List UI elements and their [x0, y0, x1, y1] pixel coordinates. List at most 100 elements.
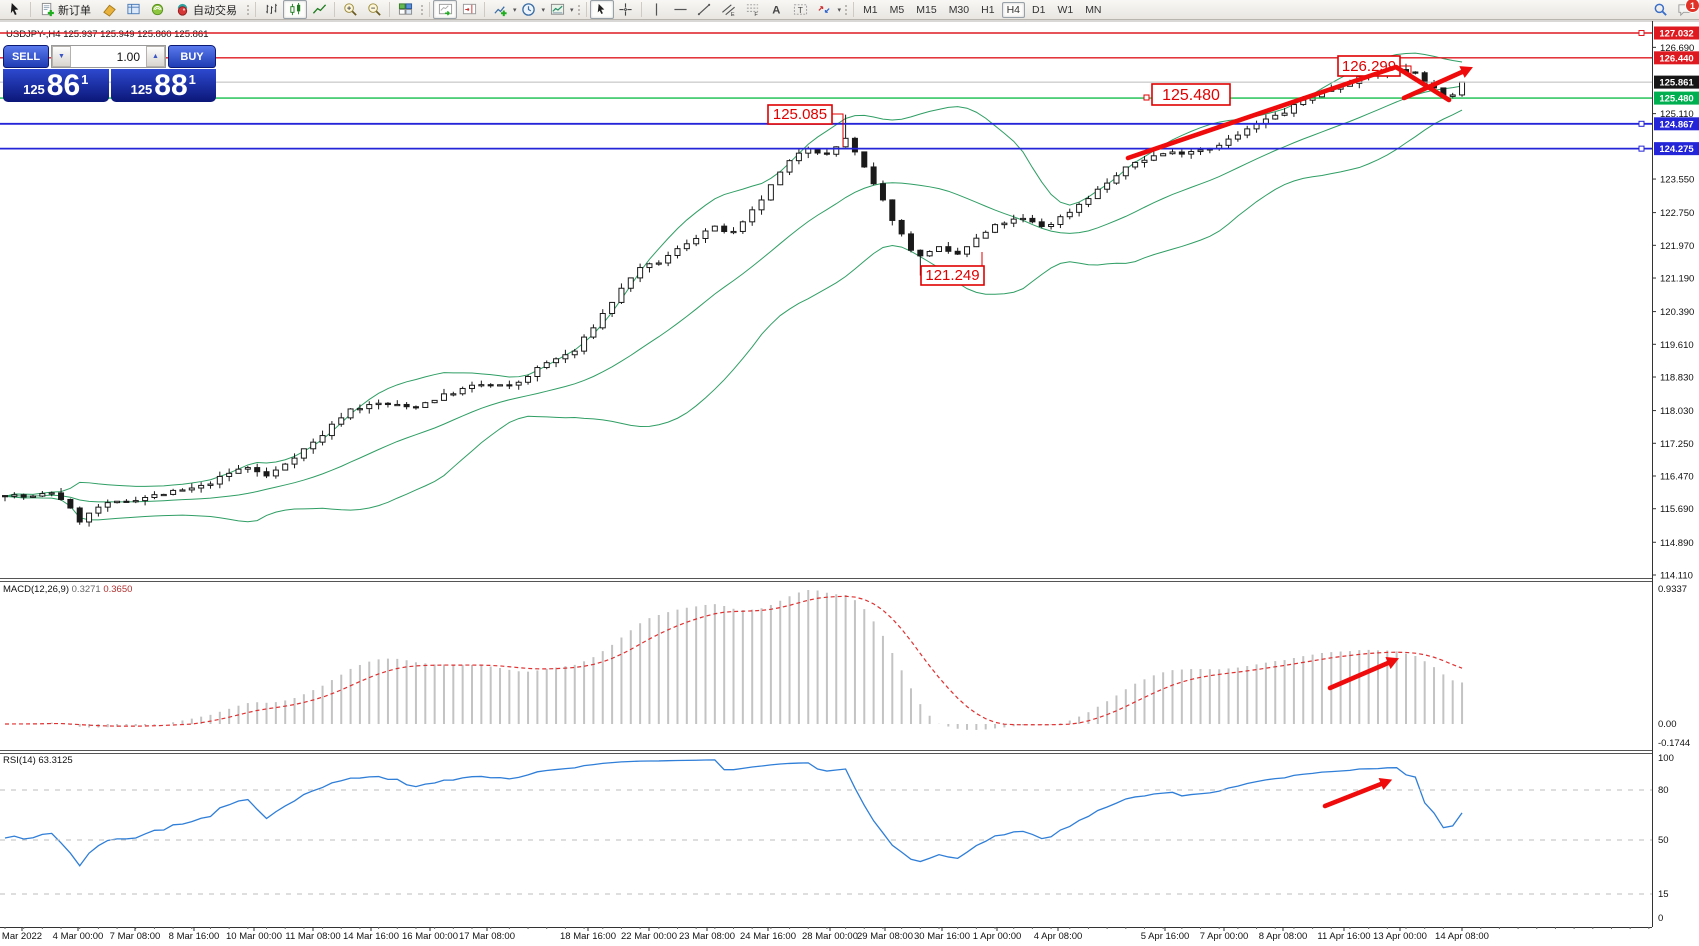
toolbar-separator [585, 2, 587, 17]
timeframe-m15-button[interactable]: M15 [916, 3, 937, 16]
price-axis[interactable]: 126.690 125.110 123.550 122.750 121.970 121.1… [1652, 26, 1699, 925]
crosshair-icon[interactable] [614, 0, 638, 19]
sell-button[interactable]: SELL [3, 45, 49, 68]
toolbar-drag-handle[interactable] [245, 2, 250, 17]
svg-text:118.030: 118.030 [1660, 406, 1694, 417]
tile-windows-icon[interactable] [393, 0, 417, 19]
cursor-icon[interactable] [589, 0, 614, 19]
volume-decrease-button[interactable]: ▼ [52, 46, 71, 67]
add-indicator-icon[interactable] [488, 0, 512, 19]
svg-text:114.890: 114.890 [1660, 538, 1694, 549]
svg-text:24 Mar 16:00: 24 Mar 16:00 [740, 931, 796, 942]
svg-text:Mar 2022: Mar 2022 [2, 931, 42, 942]
zoom-out-icon[interactable] [362, 0, 386, 19]
svg-text:80: 80 [1658, 785, 1669, 796]
horizontal-lines[interactable] [0, 30, 1652, 152]
svg-text:119.610: 119.610 [1660, 340, 1694, 351]
toolbar-drag-handle[interactable] [843, 2, 849, 17]
timeframe-m1-button[interactable]: M1 [863, 3, 878, 16]
toolbar-separator [484, 2, 485, 17]
svg-text:MACD(12,26,9) 0.3271 0.3650: MACD(12,26,9) 0.3271 0.3650 [3, 584, 132, 595]
svg-text:115.690: 115.690 [1660, 504, 1694, 515]
new-order-button[interactable]: 新订单 [34, 0, 97, 19]
templates-icon-dropdown[interactable]: ▾ [570, 6, 574, 14]
arrows-icon[interactable] [813, 0, 837, 19]
svg-text:30 Mar 16:00: 30 Mar 16:00 [914, 931, 970, 942]
search-icon[interactable] [1648, 0, 1672, 19]
toolbar-drag-handle[interactable] [419, 2, 424, 17]
timeframe-d1-button[interactable]: D1 [1032, 3, 1046, 16]
bollinger-bands [4, 52, 1463, 523]
toolbar-separator [389, 2, 390, 17]
buy-button[interactable]: BUY [168, 45, 216, 68]
chart-frame [0, 20, 1699, 928]
fibonacci-icon[interactable]: F [741, 0, 765, 19]
svg-text:120.390: 120.390 [1660, 307, 1694, 318]
chat-icon[interactable]: 1 [1672, 0, 1699, 19]
auto-scroll-icon[interactable] [433, 0, 457, 19]
timeframe-mn-button[interactable]: MN [1085, 3, 1102, 16]
svg-text:118.830: 118.830 [1660, 373, 1694, 384]
channel-icon[interactable]: E [717, 0, 741, 19]
time-axis[interactable]: Mar 2022 4 Mar 00:00 7 Mar 08:00 8 Mar 16:0… [2, 927, 1650, 942]
timeframe-h4-button[interactable]: H4 [1001, 1, 1025, 18]
buy-price-button[interactable]: 125 88 1 [110, 69, 216, 102]
volume-spinner: ▼ 1.00 ▲ [51, 45, 166, 68]
timeframe-w1-button[interactable]: W1 [1057, 3, 1074, 16]
toolbar-separator [853, 2, 855, 17]
text-icon[interactable]: A [765, 0, 789, 19]
svg-text:121.970: 121.970 [1660, 241, 1694, 252]
timeframe-m30-button[interactable]: M30 [948, 3, 970, 16]
svg-text:8 Mar 16:00: 8 Mar 16:00 [169, 931, 220, 942]
new-order-icon [40, 2, 55, 17]
svg-text:7 Mar 08:00: 7 Mar 08:00 [110, 931, 161, 942]
buy-price-prefix: 125 [130, 82, 153, 97]
svg-text:126.440: 126.440 [1659, 53, 1693, 64]
add-indicator-icon-dropdown[interactable]: ▾ [513, 6, 517, 14]
templates-icon[interactable] [545, 0, 569, 19]
timeframe-h1-button[interactable]: H1 [981, 3, 995, 16]
bar-chart-icon[interactable] [259, 0, 283, 19]
sell-price-prefix: 125 [23, 82, 45, 97]
toolbar-drag-handle[interactable] [575, 2, 581, 17]
vline-icon[interactable] [645, 0, 669, 19]
toolbar-separator [255, 2, 256, 17]
svg-text:13 Apr 00:00: 13 Apr 00:00 [1373, 931, 1427, 942]
line-chart-icon[interactable] [307, 0, 331, 19]
periods-icon[interactable] [517, 0, 541, 19]
svg-text:7 Apr 00:00: 7 Apr 00:00 [1200, 931, 1249, 942]
svg-text:11 Mar 08:00: 11 Mar 08:00 [285, 931, 340, 942]
svg-text:29 Mar 08:00: 29 Mar 08:00 [857, 931, 913, 942]
sell-price-button[interactable]: 125 86 1 [3, 69, 109, 102]
trend-arrows[interactable] [1125, 64, 1473, 809]
trendline-icon[interactable] [693, 0, 717, 19]
timeframe-m5-button[interactable]: M5 [889, 3, 905, 16]
text-label-icon[interactable]: T [789, 0, 813, 19]
chart-shift-icon[interactable] [457, 0, 481, 19]
auto-trading-button-label: 自动交易 [193, 4, 237, 17]
svg-text:28 Mar 00:00: 28 Mar 00:00 [802, 931, 858, 942]
pointer-icon[interactable] [3, 0, 27, 19]
periods-icon-dropdown[interactable]: ▾ [541, 6, 546, 14]
auto-trading-button[interactable]: 自动交易 [169, 0, 243, 19]
svg-text:18 Mar 16:00: 18 Mar 16:00 [560, 931, 616, 942]
data-window-icon[interactable] [121, 0, 145, 19]
rsi-panel [0, 759, 1652, 895]
arrows-icon-dropdown[interactable]: ▾ [837, 6, 842, 14]
svg-text:F: F [754, 12, 758, 17]
signals-icon[interactable] [145, 0, 169, 19]
svg-text:116.470: 116.470 [1660, 472, 1694, 483]
svg-text:1 Apr 00:00: 1 Apr 00:00 [973, 931, 1022, 942]
hline-icon[interactable] [669, 0, 693, 19]
candlestick-chart-icon[interactable] [283, 0, 307, 19]
zoom-in-icon[interactable] [338, 0, 362, 19]
svg-text:125.085: 125.085 [773, 106, 827, 123]
volume-input[interactable]: 1.00 [116, 50, 140, 64]
volume-increase-button[interactable]: ▲ [146, 46, 165, 67]
svg-text:125.480: 125.480 [1659, 94, 1693, 105]
annotations[interactable]: 126.299 125.480 125.085 121.249 [767, 55, 1412, 286]
svg-text:122.750: 122.750 [1660, 208, 1694, 219]
market-watch-icon[interactable] [97, 0, 121, 19]
